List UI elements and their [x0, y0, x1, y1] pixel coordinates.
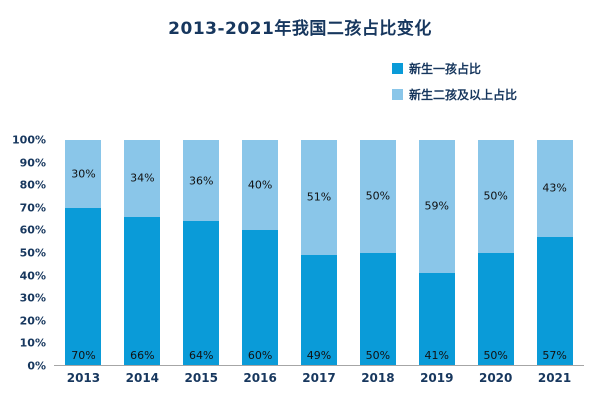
segment-first-child: 66%	[124, 216, 161, 365]
segment-value-label: 50%	[365, 349, 391, 362]
segment-second-child: 34%	[124, 140, 161, 217]
segment-value-label: 60%	[247, 349, 273, 362]
segment-second-child: 43%	[536, 140, 573, 237]
x-axis-tick-label: 2014	[125, 371, 160, 385]
y-axis-tick-label: 90%	[19, 156, 46, 170]
legend-item-second-child: 新生二孩及以上占比	[392, 86, 517, 103]
legend-swatch-first-child-icon	[392, 63, 403, 74]
segment-first-child: 49%	[301, 254, 337, 365]
bar-slot: 30% 70%	[54, 140, 113, 365]
segment-value-label: 30%	[71, 167, 96, 181]
segment-first-child: 41%	[418, 272, 455, 365]
segment-value-label: 64%	[188, 349, 214, 362]
y-axis-tick-label: 30%	[19, 291, 46, 305]
y-axis-tick-label: 70%	[19, 201, 46, 215]
y-axis-tick-label: 10%	[19, 336, 46, 350]
y-axis-tick-label: 40%	[19, 269, 46, 283]
segment-first-child: 50%	[359, 252, 396, 365]
segment-second-child: 50%	[477, 140, 514, 253]
x-axis-tick-label: 2015	[184, 371, 218, 385]
y-axis: 0% 10% 20% 30% 40% 50% 60% 70% 80% 90% 100%	[10, 134, 48, 373]
legend: 新生一孩占比 新生二孩及以上占比	[392, 60, 517, 103]
bar-slot: 43% 57%	[525, 140, 584, 365]
y-axis-tick-label: 0%	[27, 359, 46, 373]
chart-title: 2013-2021年我国二孩占比变化	[168, 19, 432, 39]
legend-label-second-child: 新生二孩及以上占比	[409, 88, 518, 102]
segment-value-label: 59%	[424, 199, 449, 213]
y-axis-tick-label: 50%	[19, 246, 46, 260]
segment-value-label: 51%	[306, 190, 332, 204]
y-axis-tick-label: 20%	[19, 314, 46, 328]
stacked-bar: 50% 50%	[477, 140, 514, 365]
y-axis-tick-label: 60%	[19, 223, 46, 237]
stacked-bar: 59% 41%	[418, 140, 455, 365]
segment-value-label: 34%	[130, 171, 155, 185]
x-axis-tick-label: 2013	[66, 371, 101, 385]
segment-second-child: 50%	[359, 140, 396, 253]
segment-first-child: 50%	[477, 252, 514, 365]
y-axis-tick-label: 80%	[19, 178, 46, 192]
stacked-bar: 40% 60%	[242, 140, 279, 365]
x-axis-tick-label: 2018	[361, 371, 395, 385]
segment-value-label: 66%	[130, 349, 155, 362]
segment-value-label: 43%	[542, 181, 567, 195]
bar-slot: 36% 64%	[172, 140, 231, 365]
bar-slot: 59% 41%	[407, 140, 466, 365]
plot-area: 30% 70% 34% 66% 36% 64% 40% 60% 51% 49% 50% 50% 59% 4…	[54, 140, 584, 366]
stacked-bar: 50% 50%	[359, 140, 396, 365]
x-axis-tick-label: 2017	[302, 371, 336, 385]
stacked-bar: 36% 64%	[183, 140, 220, 365]
x-axis-tick-label: 2019	[420, 371, 454, 385]
segment-first-child: 64%	[183, 221, 220, 365]
segment-value-label: 50%	[483, 349, 508, 362]
x-axis: 2013 2014 2015 2016 2017 2018 2019 2020 2021	[54, 366, 584, 390]
bar-slot: 50% 50%	[466, 140, 525, 365]
x-axis-tick-label: 2020	[478, 371, 513, 385]
segment-second-child: 40%	[242, 140, 279, 230]
stacked-bar-chart: 0% 10% 20% 30% 40% 50% 60% 70% 80% 90% 100% 30% 70%…	[10, 134, 588, 385]
y-axis-tick-label: 100%	[12, 133, 46, 147]
segment-first-child: 57%	[536, 236, 573, 365]
legend-label-first-child: 新生一孩占比	[409, 62, 482, 76]
segment-value-label: 41%	[424, 349, 449, 362]
segment-value-label: 70%	[71, 349, 96, 362]
segment-second-child: 30%	[65, 140, 102, 208]
segment-second-child: 59%	[418, 140, 455, 273]
segment-value-label: 50%	[483, 189, 508, 203]
stacked-bar: 51% 49%	[301, 140, 337, 365]
segment-value-label: 40%	[247, 178, 273, 192]
stacked-bar: 34% 66%	[124, 140, 161, 365]
segment-value-label: 49%	[306, 349, 332, 362]
legend-item-first-child: 新生一孩占比	[392, 60, 517, 77]
bar-slot: 34% 66%	[113, 140, 172, 365]
bar-slot: 51% 49%	[290, 140, 349, 365]
x-axis-tick-label: 2021	[537, 371, 572, 385]
legend-swatch-second-child-icon	[392, 89, 403, 100]
segment-second-child: 51%	[301, 140, 337, 255]
segment-value-label: 36%	[188, 174, 214, 187]
segment-second-child: 36%	[183, 140, 220, 221]
segment-value-label: 50%	[365, 189, 391, 203]
bar-slot: 40% 60%	[231, 140, 290, 365]
segment-value-label: 57%	[542, 349, 567, 362]
segment-first-child: 70%	[65, 207, 102, 365]
stacked-bar: 30% 70%	[65, 140, 102, 365]
x-axis-tick-label: 2016	[243, 371, 277, 385]
segment-first-child: 60%	[242, 230, 279, 365]
bar-slot: 50% 50%	[348, 140, 407, 365]
stacked-bar: 43% 57%	[536, 140, 573, 365]
